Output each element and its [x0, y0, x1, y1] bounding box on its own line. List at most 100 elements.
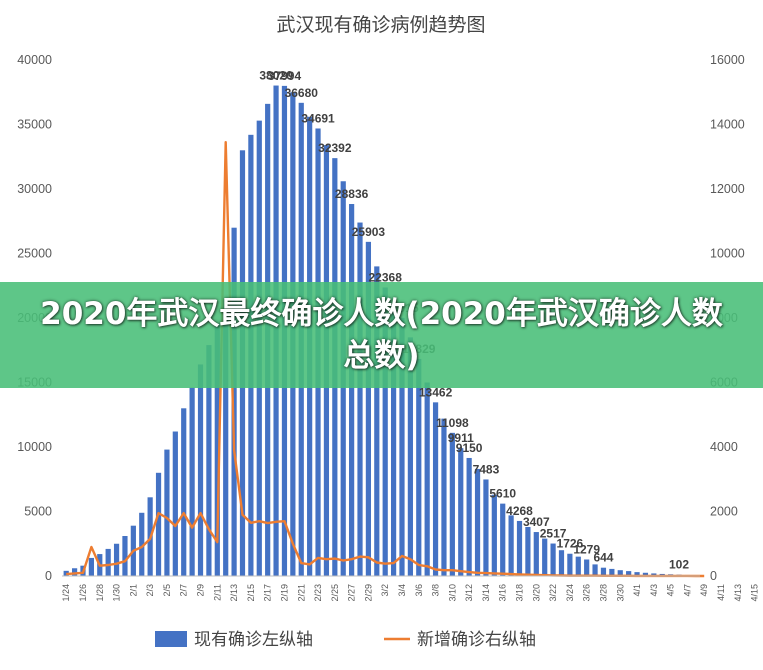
- x-tick-label: 4/9: [699, 584, 709, 597]
- x-tick-label: 4/3: [649, 584, 659, 597]
- y-right-tick-label: 10000: [710, 247, 745, 261]
- bar: [584, 559, 590, 576]
- bar: [399, 317, 405, 576]
- data-label: 34691: [301, 111, 335, 125]
- bar: [592, 564, 598, 576]
- x-tick-label: 3/10: [447, 584, 457, 602]
- bar: [197, 364, 204, 576]
- data-label: 102: [669, 558, 689, 572]
- legend: 现有确诊左纵轴 新增确诊右纵轴: [155, 630, 536, 650]
- x-tick-label: 2/1: [128, 584, 138, 597]
- x-tick-label: 4/15: [750, 584, 760, 602]
- x-tick-label: 4/5: [666, 584, 676, 597]
- bar: [374, 266, 380, 576]
- bar: [390, 305, 397, 576]
- bar: [483, 479, 489, 576]
- data-label: 7483: [473, 462, 500, 476]
- bar: [349, 204, 355, 576]
- y-left-tick-label: 40000: [17, 53, 52, 67]
- bar: [458, 448, 464, 576]
- y-left-tick-label: 35000: [17, 118, 52, 132]
- bar: [550, 543, 556, 576]
- data-label: 32392: [318, 141, 352, 155]
- x-axis: 1/24 1/26 1/28 1/30 2/1 2/3 2/5 2/7 2/9 2/11 2/13 2…: [61, 575, 760, 602]
- bar: [474, 468, 481, 576]
- bar: [139, 512, 145, 576]
- x-tick-label: 2/13: [229, 584, 239, 602]
- x-tick-label: 2/19: [279, 584, 289, 602]
- bar: [642, 572, 649, 576]
- bar: [508, 515, 514, 576]
- x-tick-label: 1/24: [61, 584, 71, 602]
- x-tick-label: 3/6: [414, 584, 424, 597]
- data-label: 9911: [448, 431, 474, 445]
- x-tick-label: 3/18: [515, 584, 525, 602]
- data-label: 25903: [352, 225, 386, 239]
- legend-bar-label: 现有确诊左纵轴: [194, 630, 313, 650]
- y-left-tick-label: 10000: [17, 440, 52, 454]
- y-right-tick-label: 4000: [710, 440, 738, 454]
- x-tick-label: 1/28: [95, 584, 105, 602]
- bar: [382, 287, 388, 576]
- x-tick-label: 4/13: [733, 584, 743, 602]
- data-label: 644: [593, 551, 613, 565]
- bar: [122, 536, 128, 576]
- x-tick-label: 4/7: [682, 584, 692, 597]
- data-label: 5610: [489, 487, 516, 501]
- chart-title: 武汉现有确诊病例趋势图: [276, 14, 485, 36]
- x-tick-label: 1/30: [112, 584, 122, 602]
- bar: [365, 241, 372, 576]
- x-tick-label: 2/15: [246, 584, 256, 602]
- bar: [155, 472, 162, 576]
- x-tick-label: 2/27: [347, 584, 357, 602]
- bar: [600, 567, 607, 576]
- bar: [525, 526, 531, 576]
- bar: [416, 358, 422, 576]
- x-tick-label: 3/20: [531, 584, 541, 602]
- bar: [214, 323, 220, 576]
- x-tick-label: 2/23: [313, 584, 323, 602]
- data-label: 38020: [259, 69, 293, 83]
- bar: [181, 408, 187, 576]
- title-banner: 2020年武汉最终确诊人数(2020年武汉确诊人数总数): [0, 282, 763, 388]
- y-left-tick-label: 25000: [17, 247, 52, 261]
- x-tick-label: 2/11: [212, 584, 222, 601]
- bar: [189, 387, 195, 576]
- banner-text: 2020年武汉最终确诊人数(2020年武汉确诊人数总数): [40, 296, 723, 374]
- bar: [516, 520, 523, 576]
- bar: [172, 431, 178, 576]
- x-tick-label: 3/22: [548, 584, 558, 602]
- bar: [491, 494, 497, 576]
- y-right-tick-label: 2000: [710, 505, 738, 519]
- x-tick-label: 3/16: [498, 584, 508, 602]
- bar: [533, 532, 539, 576]
- x-tick-label: 3/2: [380, 584, 390, 597]
- x-tick-label: 3/8: [431, 584, 441, 597]
- data-label: 1279: [573, 543, 600, 557]
- bar: [466, 457, 472, 576]
- bar: [71, 568, 78, 576]
- bar: [609, 568, 615, 576]
- data-label: 22368: [369, 270, 403, 284]
- x-tick-label: 2/5: [162, 584, 172, 597]
- data-label: 1726: [557, 537, 584, 551]
- x-tick-label: 2/7: [179, 584, 189, 597]
- legend-line-label: 新增确诊右纵轴: [417, 630, 536, 650]
- bar: [164, 449, 170, 576]
- bar: [357, 222, 363, 577]
- bar: [231, 227, 237, 576]
- data-label: 36680: [285, 86, 319, 100]
- bar: [113, 543, 120, 576]
- bar: [500, 503, 506, 576]
- x-tick-label: 3/12: [464, 584, 474, 602]
- bar: [105, 548, 111, 576]
- x-tick-label: 2/29: [363, 584, 373, 602]
- bar: [575, 556, 581, 576]
- y-right-tick-label: 12000: [710, 182, 745, 196]
- data-label: 37994: [268, 69, 302, 83]
- y-right-tick-label: 16000: [710, 53, 745, 67]
- bar: [432, 402, 439, 576]
- legend-bar-swatch: [155, 631, 187, 647]
- y-left-tick-label: 30000: [17, 182, 52, 196]
- x-tick-label: 2/9: [196, 584, 206, 597]
